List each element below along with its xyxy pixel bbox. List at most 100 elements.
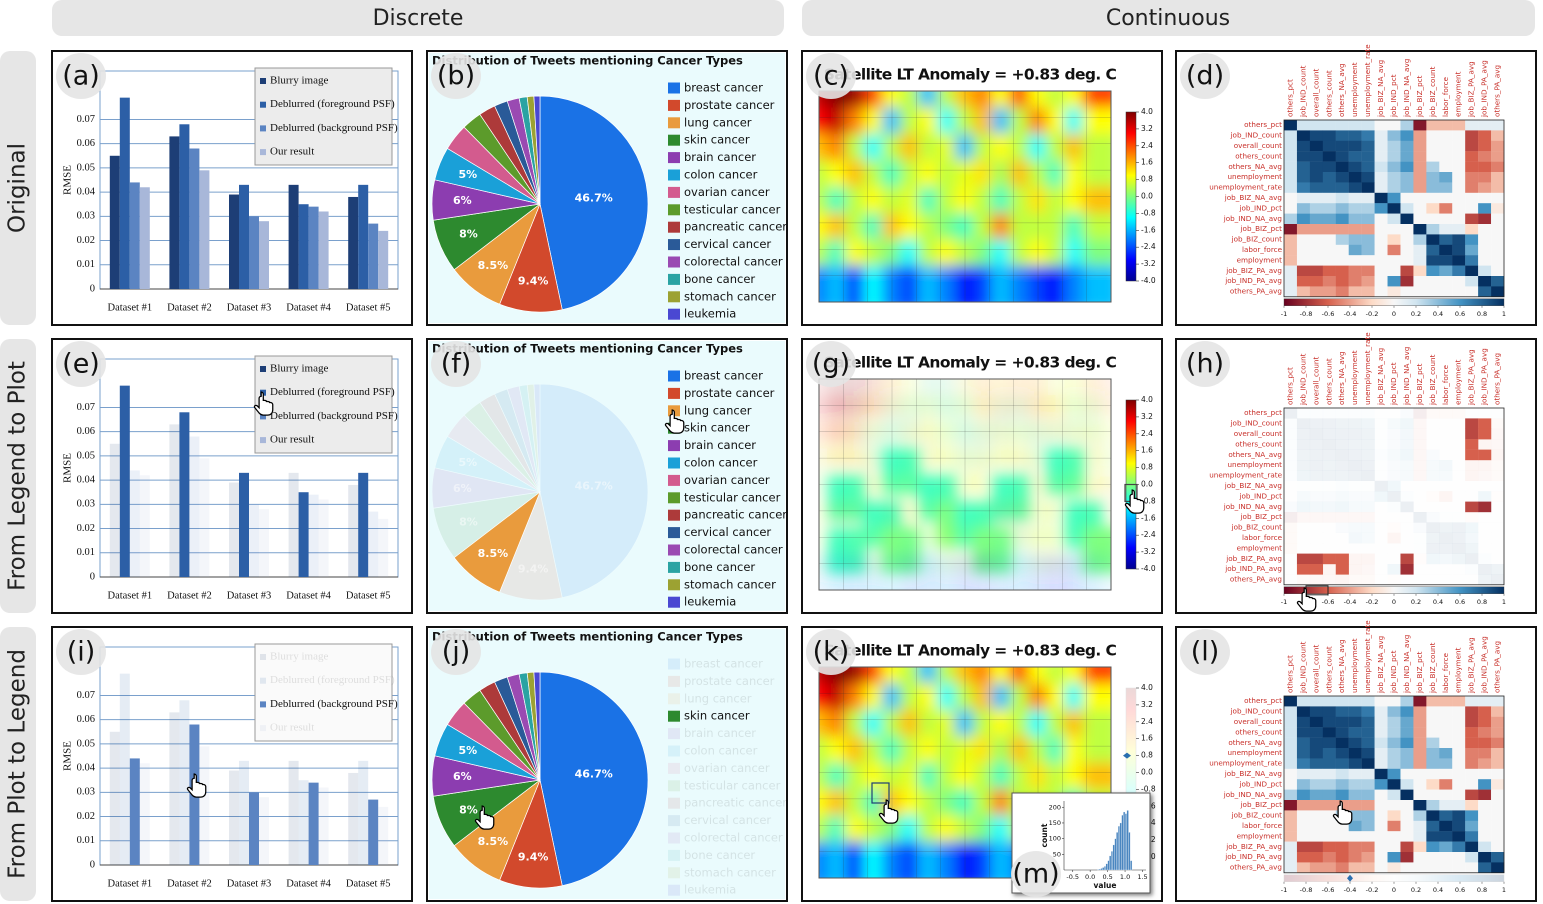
heatmap-cell [1452,480,1466,492]
y-tick-label: 100 [1049,835,1061,843]
heatmap-cell [1439,265,1453,277]
heatmap-cell [1322,553,1336,565]
heatmap-cell [1284,255,1298,266]
column-label: job_BIZ_count [1428,354,1437,406]
heatmap-cell [1491,522,1505,533]
heatmap-cell [1491,800,1505,811]
heatmap-cell [1361,522,1375,533]
heatmap-cell [1387,522,1401,533]
legend-label: stomach cancer [684,289,776,303]
heatmap-cell [1322,470,1336,481]
column-label: unemployment [1350,638,1359,693]
heatmap-cell [1413,810,1427,821]
legend-label: colorectal cancer [684,831,783,845]
heatmap-cell [1439,852,1453,863]
y-tick-label: 200 [1049,803,1061,811]
heatmap-cell [1361,831,1375,842]
heatmap-cell [1322,841,1336,853]
colorbar-tick-label: -2.4 [1141,242,1156,251]
legend-marker [668,457,680,469]
heatmap-cell [1491,716,1505,728]
heatmap-cell [1400,192,1414,204]
row-label: labor_force [1242,245,1283,254]
heatmap-cell [1478,706,1492,717]
bar [288,760,299,865]
legend-marker [668,797,680,809]
heatmap-cell [1439,286,1453,297]
heatmap-cell [1465,564,1479,575]
legend-marker [668,474,680,486]
heatmap-cell [1322,789,1336,801]
heatmap-cell [1465,706,1479,717]
bar [179,700,190,865]
heatmap-cell [1413,255,1427,266]
heatmap-cell [1491,192,1505,204]
pie-slice [539,671,649,887]
heatmap-cell [1413,564,1427,575]
histogram-bar [1096,869,1100,871]
column-label: labor_force [1441,364,1450,405]
heatmap-cell [1426,192,1440,204]
heatmap-cell [1400,758,1414,769]
heatmap-cell [1309,203,1324,214]
heatmap-cell [1400,439,1414,450]
heatmap-cell [1348,758,1362,769]
heatmap-cell [1309,748,1324,759]
legend-label: lung cancer [684,691,752,705]
heatmap-cell [1348,255,1362,266]
heatmap-cell [1374,408,1388,419]
colorbar-tick-label: 1.6 [1141,158,1153,167]
column-label: job_BIZ_count [1428,66,1437,118]
heatmap-cell [1452,512,1466,523]
column-label: job_IND_pct [1389,650,1398,694]
heatmap-cell [1361,428,1375,440]
panel-label-badge [806,629,856,675]
heatmap-cell [1335,172,1349,183]
heatmap-cell [1322,224,1336,235]
heatmap-cell [1387,276,1401,287]
heatmap-cell [1296,789,1311,801]
heatmap-cell [1465,286,1479,297]
heatmap-cell [1400,255,1414,266]
y-tick-label: 0 [90,859,95,870]
heatmap-cell [1322,512,1336,523]
colorbar-tick-label: -0.6 [1322,310,1335,318]
heatmap-cell [1491,512,1505,523]
legend-marker [668,509,680,521]
colorbar-tick-label: 0.8 [1141,751,1153,760]
column-label: job_BIZ_count [1428,642,1437,694]
y-tick-label: 0.01 [77,547,95,558]
pie-chart: Distribution of Tweets mentioning Cancer… [429,53,787,323]
row-label: job_IND_pct [1238,203,1282,212]
heatmap-cell [1387,852,1401,863]
heatmap-cell [1322,244,1336,256]
legend-label: cervical cancer [684,813,771,827]
legend-marker [668,849,680,861]
heatmap-cell [1387,203,1401,214]
column-label: employment [1454,359,1463,405]
heatmap-cell [1452,234,1466,245]
heatmap-cell [1465,758,1479,769]
heatmap-cell [1322,564,1336,575]
legend-marker [668,561,680,573]
heatmap-cell [1284,716,1298,728]
heatmap-cell [1284,789,1298,801]
heatmap-cell [1452,213,1466,225]
heatmap-cell [1284,574,1298,585]
heatmap-cell [1374,255,1388,266]
map-field [819,379,1111,590]
heatmap-cell [1439,522,1453,533]
heatmap-cell [1465,182,1479,193]
heatmap-cell [1322,532,1336,544]
heatmap-cell [1452,244,1466,256]
colorbar-tick-label: 0.8 [1477,310,1487,318]
data-label: 8.5% [478,835,509,848]
heatmap-cell [1335,140,1349,152]
heatmap-cell [1491,460,1505,471]
heatmap-cell [1348,286,1362,297]
heatmap-cell [1478,543,1492,554]
x-tick-label: Dataset #1 [107,302,152,313]
x-tick-label: Dataset #5 [346,878,391,889]
x-tick-label: 0.0 [1085,873,1095,881]
